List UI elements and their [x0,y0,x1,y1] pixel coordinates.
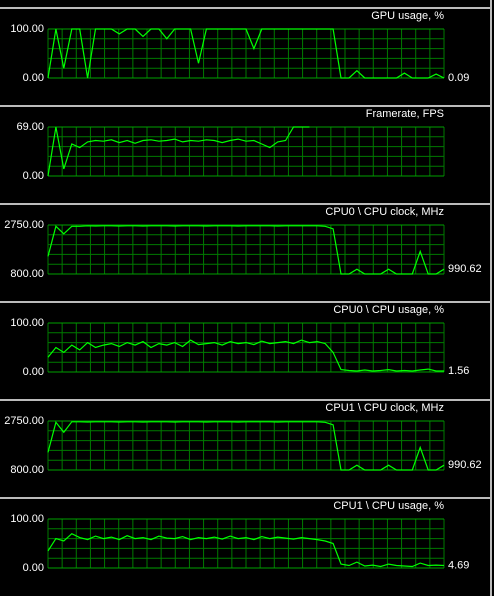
data-line [47,420,445,471]
panel-title: CPU1 \ CPU usage, % [333,500,444,512]
y-tick-label: 100.00 [10,23,44,35]
y-tick-label: 69.00 [16,121,44,133]
y-tick-label: 100.00 [10,513,44,525]
panel-title: CPU1 \ CPU clock, MHz [325,402,444,414]
y-tick-label: 0.00 [23,72,44,84]
y-tick-label: 100.00 [10,317,44,329]
data-line [47,532,445,568]
current-value: 4.69 [448,560,469,572]
data-line [47,339,444,372]
panel-title: CPU0 \ CPU usage, % [333,304,444,316]
y-tick-label: 800.00 [10,464,44,476]
y-tick-label: 0.00 [23,366,44,378]
current-value: 1.56 [448,365,469,377]
data-line [47,126,310,177]
current-value: 0.09 [448,72,469,84]
current-value: 990.62 [448,459,482,471]
data-line [47,28,445,79]
y-tick-label: 0.00 [23,562,44,574]
data-line [47,225,445,275]
y-tick-label: 2750.00 [4,219,44,231]
panel-title: Framerate, FPS [366,108,444,120]
y-tick-label: 2750.00 [4,415,44,427]
panel-title: GPU usage, % [371,10,444,22]
current-value: 990.62 [448,263,482,275]
panel-title: CPU0 \ CPU clock, MHz [325,206,444,218]
y-tick-label: 0.00 [23,170,44,182]
y-tick-label: 800.00 [10,268,44,280]
